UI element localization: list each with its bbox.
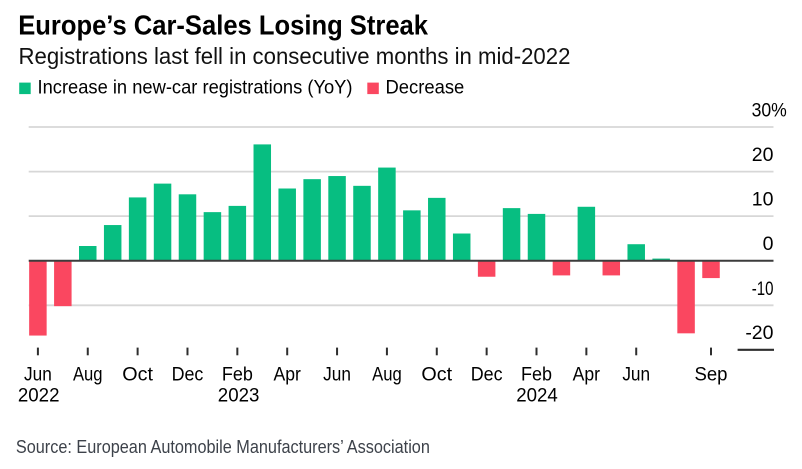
svg-text:Europe’s Car-Sales Losing Stre: Europe’s Car-Sales Losing Streak: [18, 9, 428, 40]
svg-text:Jun: Jun: [323, 364, 351, 386]
svg-text:Feb: Feb: [222, 364, 253, 386]
svg-text:0: 0: [763, 233, 774, 255]
svg-text:Apr: Apr: [274, 364, 302, 386]
svg-text:30%: 30%: [752, 99, 787, 121]
svg-text:10: 10: [752, 188, 774, 210]
svg-text:Sep: Sep: [695, 364, 728, 386]
svg-text:Increase in new-car registrati: Increase in new-car registrations (YoY): [38, 77, 353, 99]
svg-text:2023: 2023: [218, 385, 260, 407]
svg-text:Dec: Dec: [471, 364, 503, 386]
svg-text:Oct: Oct: [122, 364, 153, 386]
svg-text:Source: European Automobile Ma: Source: European Automobile Manufacturer…: [16, 437, 430, 457]
svg-text:-10: -10: [752, 278, 774, 300]
svg-text:-20: -20: [745, 322, 773, 344]
svg-text:Aug: Aug: [73, 364, 103, 386]
svg-text:Jun: Jun: [622, 364, 650, 386]
svg-text:Aug: Aug: [372, 364, 402, 386]
svg-text:Registrations last fell in con: Registrations last fell in consecutive m…: [19, 43, 571, 69]
svg-text:Dec: Dec: [172, 364, 204, 386]
svg-text:2024: 2024: [516, 385, 558, 407]
svg-text:Apr: Apr: [573, 364, 601, 386]
svg-text:Jun: Jun: [24, 364, 52, 386]
svg-text:20: 20: [752, 144, 774, 166]
svg-text:Oct: Oct: [421, 364, 452, 386]
svg-text:Decrease: Decrease: [386, 77, 465, 99]
svg-text:2022: 2022: [18, 385, 60, 407]
svg-text:Feb: Feb: [521, 364, 552, 386]
